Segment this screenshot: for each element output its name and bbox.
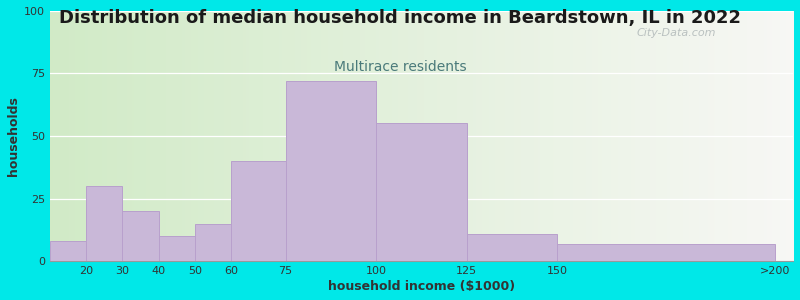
Bar xyxy=(558,244,775,261)
Bar xyxy=(195,224,231,261)
Bar xyxy=(466,233,558,261)
Y-axis label: households: households xyxy=(7,96,20,176)
Text: City-Data.com: City-Data.com xyxy=(637,28,717,38)
Text: Multirace residents: Multirace residents xyxy=(334,60,466,74)
Bar xyxy=(376,124,466,261)
Bar xyxy=(231,161,286,261)
Bar xyxy=(286,81,376,261)
X-axis label: household income ($1000): household income ($1000) xyxy=(328,280,515,293)
Bar xyxy=(86,186,122,261)
Bar xyxy=(158,236,195,261)
Text: Distribution of median household income in Beardstown, IL in 2022: Distribution of median household income … xyxy=(59,9,741,27)
Bar xyxy=(50,241,86,261)
Bar xyxy=(122,211,158,261)
